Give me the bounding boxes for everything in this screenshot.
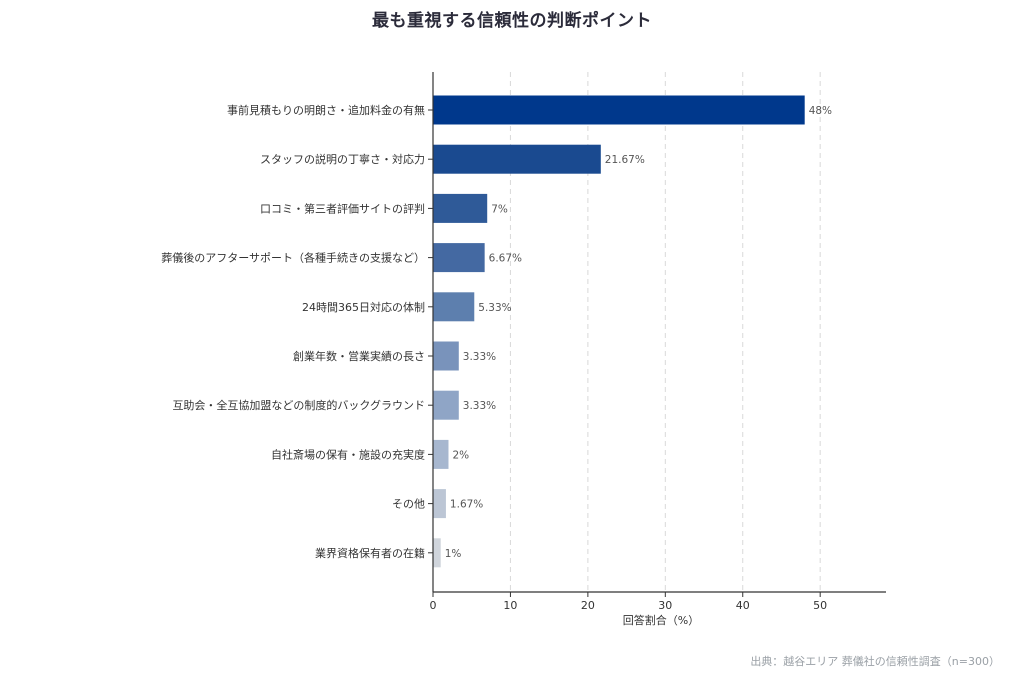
data-label: 2% [452,449,469,461]
data-label: 21.67% [605,154,645,166]
category-label: 口コミ・第三者評価サイトの評判 [260,201,425,215]
bar [433,292,475,322]
bar [433,439,449,469]
category-label: その他 [392,498,425,511]
bar [433,243,485,273]
data-label: 5.33% [478,302,511,314]
category-label: 互助会・全互協加盟などの制度的バックグラウンド [172,398,425,412]
data-label: 48% [809,105,832,117]
category-label: スタッフの説明の丁寧さ・対応力 [260,152,425,166]
chart-title: 最も重視する信頼性の判断ポイント [372,11,652,31]
category-label: 業界資格保有者の在籍 [315,546,425,560]
source-note: 出典：越谷エリア 葬儀社の信頼性調査（n=300） [750,655,1000,668]
category-label: 葬儀後のアフターサポート（各種手続きの支援など） [161,251,425,265]
category-label: 自社斎場の保有・施設の充実度 [271,447,425,461]
category-label: 24時間365日対応の体制 [302,300,425,314]
x-axis-title: 回答割合（%） [623,613,699,627]
bars [433,95,805,568]
x-tick-label: 10 [503,599,517,612]
data-label: 3.33% [463,400,496,412]
data-label: 6.67% [489,253,522,265]
x-tick-label: 40 [736,599,750,612]
bar [433,341,459,371]
axes [428,72,886,597]
category-label: 事前見積もりの明朗さ・追加料金の有無 [227,103,425,117]
data-label: 1.67% [450,499,483,511]
data-label: 3.33% [463,351,496,363]
bar [433,95,805,125]
x-tick-label: 20 [581,599,595,612]
bar [433,193,488,223]
labels: 0 10 20 30 40 50 事前見積もりの明朗さ・追加料金の有無 48% スタッフの説明の… [161,103,832,612]
grid-lines [509,72,821,592]
x-tick-label: 30 [658,599,672,612]
bar [433,390,459,420]
bar [433,489,446,519]
x-tick-label: 0 [430,599,437,612]
bar [433,144,601,174]
x-tick-label: 50 [813,599,827,612]
data-label: 1% [445,548,462,560]
bar [433,538,441,568]
category-label: 創業年数・営業実績の長さ [293,349,425,363]
data-label: 7% [491,203,508,215]
